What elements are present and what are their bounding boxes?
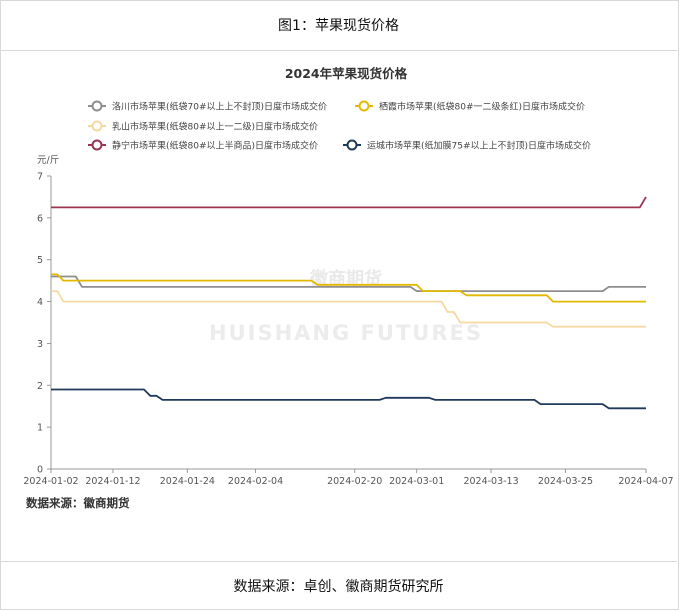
x-tick-label: 2024-02-04	[228, 476, 283, 487]
legend-label: 乳山市场苹果(纸袋80#以上一二级)日度市场成交价	[112, 121, 318, 133]
legend-item-yuncheng[interactable]: 运城市场苹果(纸加膜75#以上上不封顶)日度市场成交价	[343, 139, 591, 152]
y-tick-label: 7	[37, 172, 43, 183]
x-tick-label: 2024-03-13	[463, 476, 518, 487]
chart-title: 2024年苹果现货价格	[285, 66, 408, 81]
x-tick-label: 2024-01-24	[160, 476, 215, 487]
x-tick-label: 2024-01-02	[23, 476, 78, 487]
legend-swatch-marker	[91, 139, 103, 151]
series-layer	[51, 196, 647, 410]
legend-swatch-marker	[91, 120, 103, 132]
y-tick-label: 6	[37, 213, 43, 224]
x-tick-label: 2024-01-12	[85, 476, 140, 487]
legend-item-qixia[interactable]: 栖霞市场苹果(纸袋80#一二级条红)日度市场成交价	[355, 100, 585, 113]
y-tick-label: 0	[37, 465, 43, 476]
y-tick-label: 1	[37, 423, 43, 434]
figure-title: 图1：苹果现货价格	[0, 0, 677, 51]
y-tick-label: 2	[37, 381, 43, 392]
legend-label: 静宁市场苹果(纸袋80#以上半商品)日度市场成交价	[112, 140, 318, 152]
legend-label: 运城市场苹果(纸加膜75#以上上不封顶)日度市场成交价	[367, 140, 591, 152]
legend: 洛川市场苹果(纸袋70#以上上不封顶)日度市场成交价 栖霞市场苹果(纸袋80#一二…	[88, 100, 591, 152]
x-tick-label: 2024-04-07	[618, 476, 673, 487]
legend-swatch-marker	[346, 139, 358, 151]
y-axis-unit: 元/斤	[37, 155, 59, 166]
legend-label: 洛川市场苹果(纸袋70#以上上不封顶)日度市场成交价	[112, 101, 327, 113]
x-tick-label: 2024-03-01	[389, 476, 444, 487]
legend-swatch-marker	[358, 100, 370, 112]
y-tick-label: 4	[37, 297, 43, 308]
legend-label: 栖霞市场苹果(纸袋80#一二级条红)日度市场成交价	[379, 101, 585, 113]
series-line-yuncheng	[51, 388, 646, 410]
legend-swatch-marker	[91, 100, 103, 112]
y-tick-label: 5	[37, 255, 43, 266]
watermark-en: HUISHANG FUTURES	[209, 321, 483, 345]
y-tick-label: 3	[37, 339, 43, 350]
series-line-rushan	[51, 290, 646, 328]
x-tick-label: 2024-03-25	[538, 476, 593, 487]
x-tick-label: 2024-02-20	[327, 476, 382, 487]
figure-source: 数据来源：卓创、徽商期货研究所	[0, 561, 677, 609]
axes: 0 1 2 3 4 5 6 7 2024-01-02 2024-01-12 2024-01-24 20…	[23, 172, 673, 488]
legend-item-jingning[interactable]: 静宁市场苹果(纸袋80#以上半商品)日度市场成交价	[88, 139, 318, 152]
chart-source-note: 数据来源：徽商期货	[26, 496, 130, 510]
series-line-jingning	[51, 196, 647, 209]
series-line-qixia	[51, 273, 646, 303]
legend-item-rushan[interactable]: 乳山市场苹果(纸袋80#以上一二级)日度市场成交价	[88, 120, 318, 133]
series-line-luochuan	[51, 275, 646, 293]
legend-item-luochuan[interactable]: 洛川市场苹果(纸袋70#以上上不封顶)日度市场成交价	[88, 100, 327, 113]
